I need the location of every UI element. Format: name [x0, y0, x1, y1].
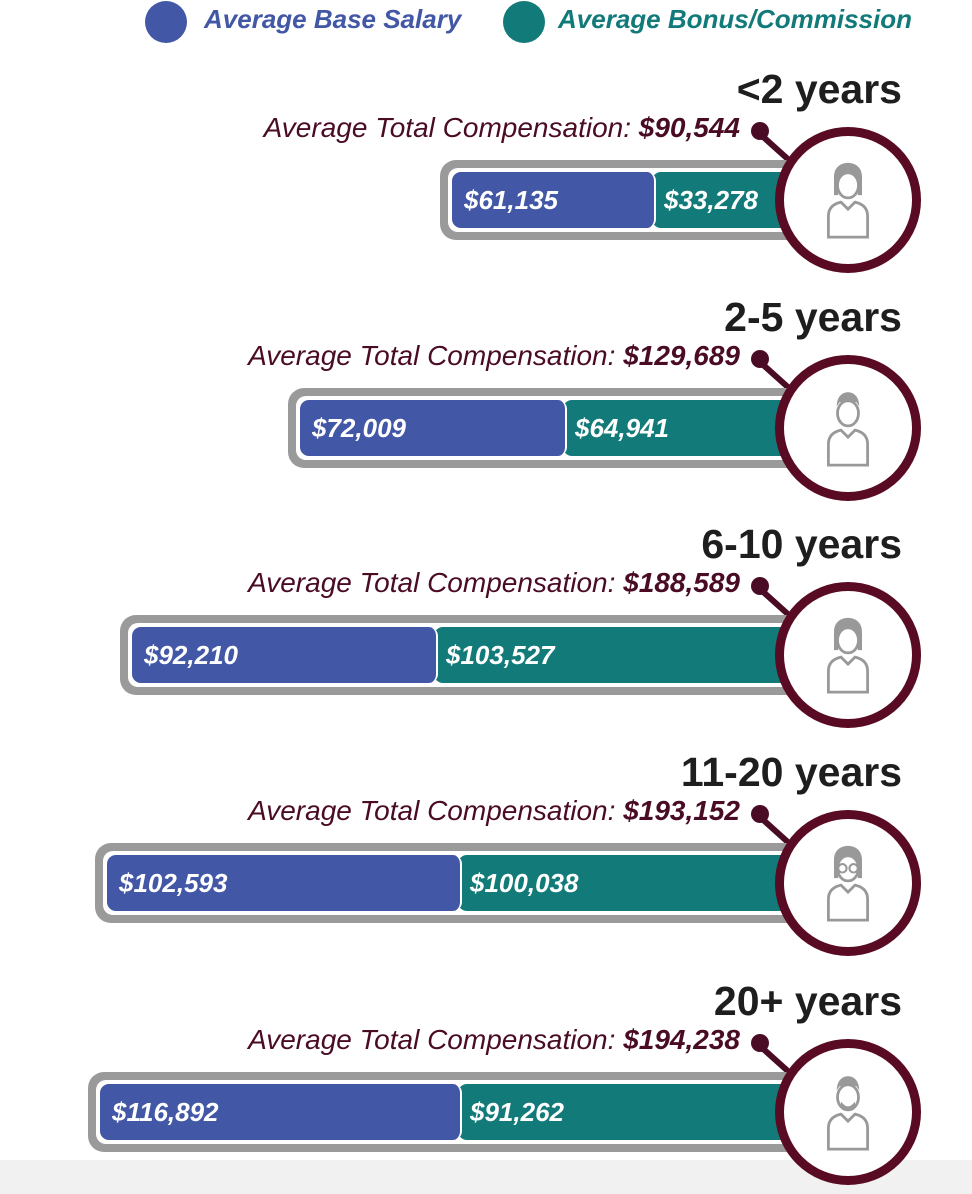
total-compensation: Average Total Compensation: $194,238 [248, 1024, 740, 1056]
total-compensation: Average Total Compensation: $193,152 [248, 795, 740, 827]
connector-dot [751, 122, 769, 140]
bar-base: $61,135 [452, 172, 656, 228]
bar-bonus: $91,262 [458, 1084, 822, 1140]
bar-track: $33,278 $61,135 [440, 160, 822, 240]
avatar-circle [775, 810, 921, 956]
bar-base: $72,009 [300, 400, 567, 456]
total-value: $188,589 [623, 567, 740, 598]
connector-dot [751, 1034, 769, 1052]
young-man-icon [813, 378, 883, 478]
total-compensation: Average Total Compensation: $129,689 [248, 340, 740, 372]
category-label: 2-5 years [724, 294, 902, 340]
connector-dot [751, 805, 769, 823]
total-value: $194,238 [623, 1024, 740, 1055]
total-value: $129,689 [623, 340, 740, 371]
legend-base-swatch [145, 1, 187, 43]
avatar-circle [775, 127, 921, 273]
category-label: 6-10 years [701, 521, 902, 567]
bar-row: 20+ years Average Total Compensation: $19… [0, 912, 972, 1185]
avatar-circle [775, 1039, 921, 1185]
bar-track: $64,941 $72,009 [288, 388, 822, 468]
avatar-circle [775, 355, 921, 501]
bar-track: $103,527 $92,210 [120, 615, 822, 695]
total-value: $90,544 [638, 112, 740, 143]
bar-base: $116,892 [100, 1084, 462, 1140]
bar-bonus: $100,038 [458, 855, 822, 911]
bar-bonus: $103,527 [434, 627, 822, 683]
woman-icon [813, 605, 883, 705]
legend-bonus-swatch [503, 1, 545, 43]
bar-row: 11-20 years Average Total Compensation: $… [0, 683, 972, 956]
bar-row: 2-5 years Average Total Compensation: $12… [0, 228, 972, 501]
bar-track: $91,262 $116,892 [88, 1072, 822, 1152]
legend-bonus-label: Average Bonus/Commission [558, 4, 912, 34]
avatar-circle [775, 582, 921, 728]
legend-base-label: Average Base Salary [204, 4, 462, 34]
young-woman-icon [813, 150, 883, 250]
category-label: 20+ years [713, 978, 902, 1024]
total-label: Average Total Compensation: [248, 567, 616, 598]
bar-base: $92,210 [132, 627, 438, 683]
connector-dot [751, 577, 769, 595]
category-label: <2 years [736, 66, 902, 112]
bar-row: 6-10 years Average Total Compensation: $1… [0, 455, 972, 728]
total-label: Average Total Compensation: [263, 112, 631, 143]
connector-dot [751, 350, 769, 368]
total-compensation: Average Total Compensation: $188,589 [248, 567, 740, 599]
category-label: 11-20 years [680, 749, 902, 795]
total-compensation: Average Total Compensation: $90,544 [264, 112, 740, 144]
bar-track: $100,038 $102,593 [95, 843, 822, 923]
woman-glasses-icon [813, 833, 883, 933]
total-label: Average Total Compensation: [248, 1024, 616, 1055]
bar-row: <2 years Average Total Compensation: $90,… [0, 0, 972, 273]
total-label: Average Total Compensation: [248, 340, 616, 371]
bar-base: $102,593 [107, 855, 462, 911]
total-value: $193,152 [623, 795, 740, 826]
total-label: Average Total Compensation: [248, 795, 616, 826]
senior-man-icon [813, 1062, 883, 1162]
